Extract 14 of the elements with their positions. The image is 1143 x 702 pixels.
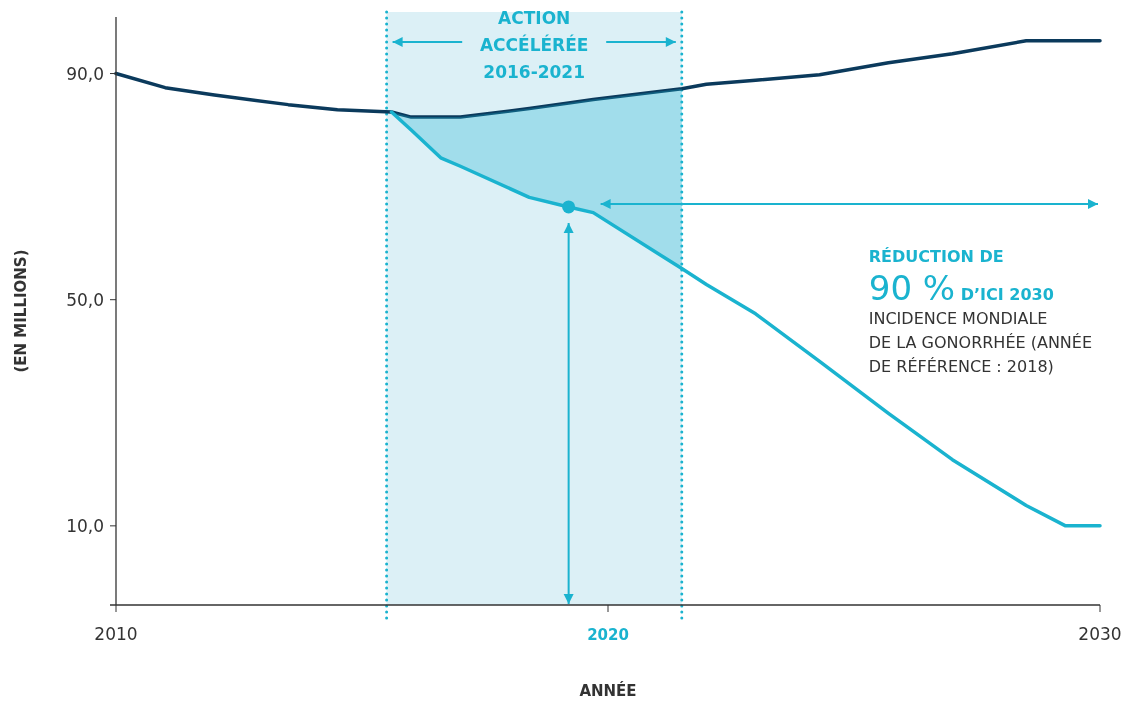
y-tick-label: 50,0 (66, 289, 104, 310)
x-tick-label: 2010 (94, 624, 138, 644)
x-axis-title: ANNÉE (579, 681, 637, 700)
y-axis-title: (EN MILLIONS) (12, 249, 30, 373)
x-tick-label: 2020 (587, 626, 629, 644)
annotation: 90 % D’ICI 2030 (868, 268, 1054, 308)
y-tick-label: 90,0 (66, 63, 104, 84)
y-tick-label: 10,0 (66, 515, 104, 536)
annotation: DE LA GONORRHÉE (ANNÉE (868, 333, 1093, 352)
annotation: INCIDENCE MONDIALE (868, 309, 1048, 328)
x-tick-label: 2030 (1078, 624, 1122, 644)
band-label: ACTION ACCÉLÉRÉE 2016-2021 (479, 8, 589, 82)
annotation: RÉDUCTION DE (868, 247, 1004, 266)
annotation: DE RÉFÉRENCE : 2018) (868, 357, 1054, 376)
